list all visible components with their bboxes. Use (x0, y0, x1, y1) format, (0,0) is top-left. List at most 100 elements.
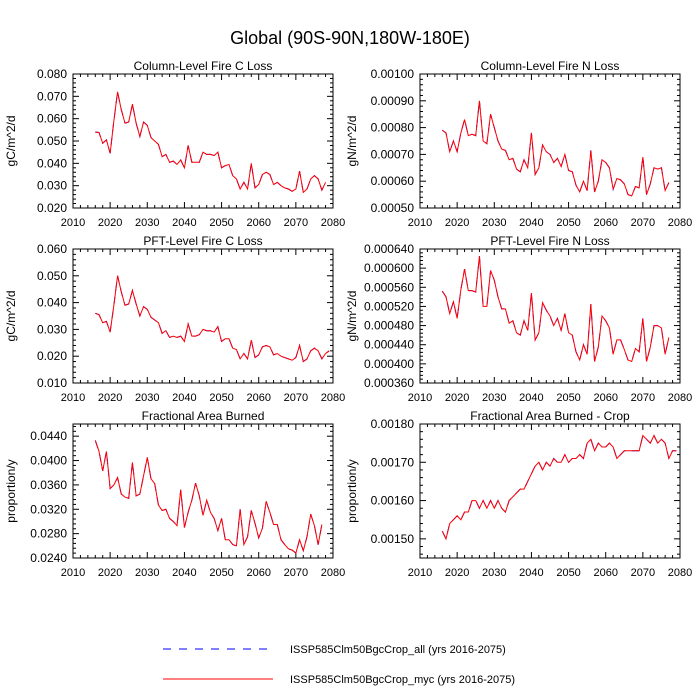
series-line-myc (441, 100, 670, 197)
x-tick-label: 2040 (519, 217, 543, 229)
x-tick-label: 2020 (445, 567, 469, 579)
series-line-myc (95, 91, 327, 194)
y-tick-label: 0.00160 (371, 494, 415, 508)
y-tick-label: 0.0320 (30, 502, 67, 516)
x-tick-label: 2070 (284, 392, 308, 404)
y-tick-label: 0.060 (37, 112, 67, 126)
y-tick-label: 0.000440 (364, 338, 414, 352)
legend: ISSP585Clm50BgcCrop_all (yrs 2016-2075) … (163, 644, 515, 686)
y-axis-label: gC/m^2/d (4, 291, 18, 342)
y-tick-label: 0.00170 (371, 455, 415, 469)
x-tick-label: 2080 (321, 217, 345, 229)
y-tick-label: 0.050 (37, 134, 67, 148)
plot-frame (419, 248, 681, 384)
y-axis-label: proportion/y (4, 459, 18, 522)
y-tick-label: 0.00050 (371, 201, 415, 215)
y-tick-label: 0.030 (37, 179, 67, 193)
y-tick-label: 0.050 (37, 269, 67, 283)
y-tick-label: 0.00180 (371, 417, 415, 431)
x-tick-label: 2030 (135, 217, 159, 229)
y-tick-label: 0.00100 (371, 67, 415, 81)
y-tick-label: 0.00080 (371, 121, 415, 135)
y-tick-label: 0.0440 (30, 429, 67, 443)
series-line-all (441, 256, 670, 363)
x-tick-label: 2080 (668, 567, 692, 579)
x-tick-label: 2040 (519, 567, 543, 579)
y-tick-label: 0.0360 (30, 478, 67, 492)
x-tick-label: 2020 (98, 217, 122, 229)
x-tick-label: 2010 (61, 392, 85, 404)
x-tick-label: 2080 (321, 567, 345, 579)
x-tick-label: 2050 (209, 392, 233, 404)
x-tick-label: 2010 (408, 567, 432, 579)
chart-panel-6: 2010 2020 2030 2040 2050 2060 2070 2080 0.00150 0… (345, 409, 692, 579)
x-tick-label: 2070 (284, 217, 308, 229)
series-line-myc (94, 440, 323, 555)
series-line-all (95, 91, 327, 194)
x-tick-label: 2070 (631, 217, 655, 229)
y-tick-label: 0.000400 (364, 357, 414, 371)
y-axis-label: proportion/y (345, 459, 359, 522)
y-tick-label: 0.000360 (364, 376, 414, 390)
plot-frame (72, 248, 334, 384)
x-tick-label: 2080 (668, 217, 692, 229)
y-tick-label: 0.020 (37, 201, 67, 215)
x-tick-label: 2060 (246, 567, 270, 579)
series-line-myc (441, 434, 677, 541)
chart-panel-3: 2010 2020 2030 2040 2050 2060 2070 2080 0.010 0.0… (4, 234, 345, 404)
plot-frame (419, 73, 681, 209)
y-tick-label: 0.00090 (371, 94, 415, 108)
y-tick-label: 0.000640 (364, 242, 414, 256)
y-tick-label: 0.00060 (371, 174, 415, 188)
plot-frame (419, 423, 681, 559)
chart-panel-2: 2010 2020 2030 2040 2050 2060 2070 2080 0.00050 0… (345, 59, 692, 229)
x-tick-label: 2030 (482, 217, 506, 229)
x-tick-label: 2050 (209, 217, 233, 229)
figure-title: Global (90S-90N,180W-180E) (230, 28, 470, 48)
y-tick-label: 0.040 (37, 296, 67, 310)
x-tick-label: 2050 (556, 217, 580, 229)
x-tick-label: 2060 (246, 392, 270, 404)
series-line-all (441, 100, 670, 197)
y-tick-label: 0.010 (37, 376, 67, 390)
x-tick-label: 2070 (631, 392, 655, 404)
x-tick-label: 2040 (172, 392, 196, 404)
legend-label-all: ISSP585Clm50BgcCrop_all (yrs 2016-2075) (290, 644, 506, 656)
x-tick-label: 2030 (482, 392, 506, 404)
x-tick-label: 2080 (321, 392, 345, 404)
panel-title: Fractional Area Burned - Crop (470, 409, 630, 423)
panel-title: Column-Level Fire C Loss (134, 59, 273, 73)
x-tick-label: 2060 (593, 217, 617, 229)
x-tick-label: 2030 (135, 392, 159, 404)
panel-title: PFT-Level Fire C Loss (143, 234, 262, 248)
x-tick-label: 2080 (668, 392, 692, 404)
y-tick-label: 0.0280 (30, 527, 67, 541)
y-tick-label: 0.000480 (364, 319, 414, 333)
x-tick-label: 2020 (98, 567, 122, 579)
y-tick-label: 0.020 (37, 349, 67, 363)
x-tick-label: 2060 (593, 392, 617, 404)
series-line-myc (441, 256, 670, 363)
y-axis-label: gN/m^2/d (345, 291, 359, 342)
x-tick-label: 2050 (556, 392, 580, 404)
chart-panel-1: 2010 2020 2030 2040 2050 2060 2070 2080 0.020 0.0… (4, 59, 345, 229)
x-tick-label: 2010 (61, 567, 85, 579)
x-tick-label: 2030 (135, 567, 159, 579)
panel-title: Column-Level Fire N Loss (481, 59, 620, 73)
x-tick-label: 2060 (593, 567, 617, 579)
y-tick-label: 0.070 (37, 89, 67, 103)
y-tick-label: 0.0240 (30, 551, 67, 565)
chart-panel-5: 2010 2020 2030 2040 2050 2060 2070 2080 0.0240 0.… (4, 409, 345, 579)
x-tick-label: 2060 (246, 217, 270, 229)
x-tick-label: 2020 (98, 392, 122, 404)
y-tick-label: 0.030 (37, 322, 67, 336)
y-tick-label: 0.000560 (364, 280, 414, 294)
y-tick-label: 0.000600 (364, 261, 414, 275)
plot-frame (72, 423, 334, 559)
x-tick-label: 2040 (172, 567, 196, 579)
y-tick-label: 0.00070 (371, 147, 415, 161)
panels-container: 2010 2020 2030 2040 2050 2060 2070 2080 0.020 0.0… (4, 59, 692, 579)
series-line-myc (95, 275, 330, 363)
x-tick-label: 2050 (556, 567, 580, 579)
